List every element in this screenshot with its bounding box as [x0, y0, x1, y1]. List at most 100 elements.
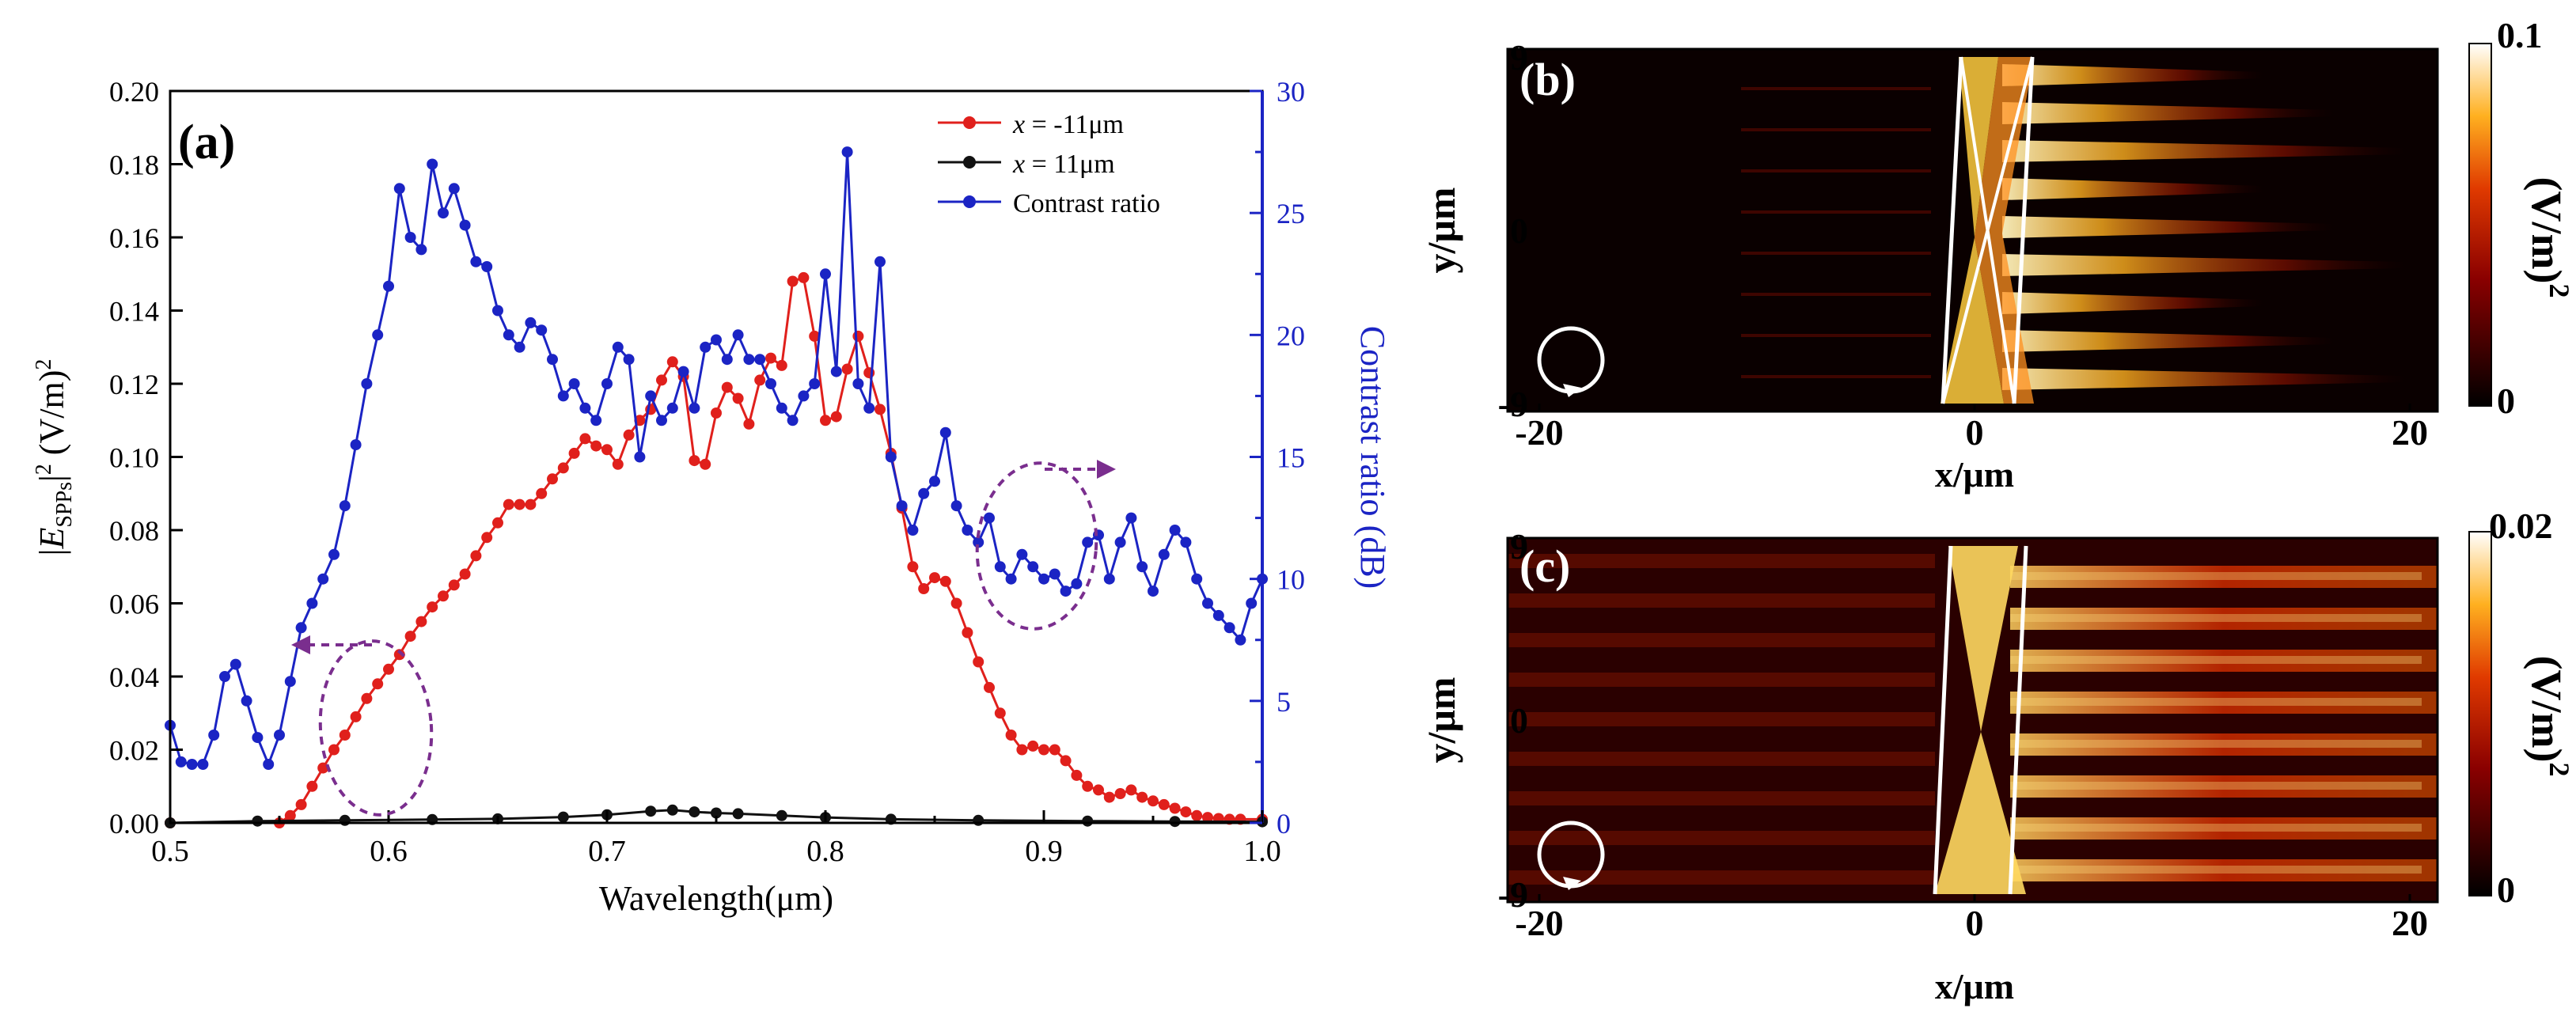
series-0-point — [284, 809, 296, 821]
series-0-point — [874, 404, 886, 415]
series-2-point — [438, 207, 449, 219]
colorbar-b-min: 0 — [2497, 381, 2515, 421]
series-0-point — [1060, 755, 1072, 767]
heatmap-y-tick-label: 0 — [1510, 210, 1528, 251]
panel-b-slit-diag2 — [1941, 56, 2034, 404]
panel-b-beam — [2002, 64, 2263, 86]
series-1-point — [645, 805, 657, 817]
series-0-point — [1169, 802, 1181, 814]
series-2-point — [1114, 536, 1126, 548]
y-axis-left-title: |ESPPs|2 (V/m)2 — [32, 359, 77, 556]
series-2-point — [623, 354, 635, 366]
series-2-point — [721, 354, 733, 366]
series-2-point — [470, 256, 482, 267]
x-tick-label: 0.7 — [588, 835, 626, 868]
series-0-point — [350, 711, 362, 722]
y-right-tick-label: 30 — [1277, 76, 1305, 108]
series-2-point — [186, 759, 198, 770]
series-0-point — [743, 418, 755, 430]
series-2-point — [590, 415, 602, 426]
panel-c-fringe — [1508, 831, 1935, 845]
series-0-point — [666, 356, 678, 368]
heatmap-x-tick-label: 20 — [2392, 903, 2428, 943]
series-0-point — [306, 780, 318, 792]
series-0-point — [711, 407, 722, 419]
series-2-point — [754, 354, 766, 366]
panel-b-right-wedge — [1975, 57, 2034, 404]
colorbar-c-min: 0 — [2497, 870, 2515, 910]
series-2-point — [841, 146, 853, 158]
series-2-point — [1071, 578, 1083, 589]
series-0-point — [973, 656, 984, 668]
svg-text:x = -11μm: x = -11μm — [1012, 110, 1124, 139]
series-0-point — [448, 579, 460, 591]
x-tick-label: 0.9 — [1025, 835, 1063, 868]
series-2-point — [404, 232, 416, 243]
series-2-point — [1005, 573, 1017, 585]
heatmap-x-tick-label: 20 — [2392, 412, 2428, 453]
panel-b-slit-left — [1941, 56, 1963, 404]
series-0-point — [590, 440, 602, 452]
legend-blue-label: Contrast ratio — [1013, 189, 1160, 218]
series-0-point — [830, 411, 842, 423]
series-0-point — [732, 392, 744, 404]
y-left-tick-label: 0.16 — [109, 222, 159, 254]
series-0-point — [950, 597, 962, 609]
series-2-point — [1082, 536, 1094, 548]
series-1-point — [1169, 816, 1181, 828]
panel-b-faint-streak — [1741, 169, 1931, 172]
series-2-point — [601, 378, 613, 389]
series-0-point — [1038, 744, 1049, 756]
panel-c-beam-core — [2010, 572, 2422, 580]
series-0-point — [295, 798, 307, 810]
series-1-point — [776, 809, 787, 821]
panel-c-fringe — [1508, 554, 1935, 568]
series-2-point — [863, 402, 875, 414]
series-2-point — [1158, 548, 1170, 560]
heatmap-x-tick-label: 0 — [1966, 412, 1984, 453]
panel-a-series — [165, 146, 1268, 828]
series-2-point — [372, 329, 384, 341]
series-0-point — [765, 352, 776, 364]
series-0-point — [1202, 812, 1213, 824]
series-2-point — [798, 390, 810, 402]
y-left-tick-label: 0.14 — [109, 296, 159, 328]
series-0-point — [1180, 806, 1192, 818]
x-tick-label: 1.0 — [1243, 835, 1281, 868]
series-line-2 — [169, 152, 1264, 768]
x-tick-label: 0.5 — [151, 835, 189, 868]
panel-b-faint-streak — [1741, 375, 1931, 378]
series-0-point — [481, 532, 493, 544]
series-0-point — [754, 374, 766, 386]
panel-b-faint-streak — [1741, 210, 1931, 214]
y-left-tick-label: 0.10 — [109, 442, 159, 474]
heatmap-y-tick-label: 0 — [1510, 700, 1528, 741]
series-2-point — [503, 329, 514, 341]
series-0-point — [393, 649, 405, 661]
panel-c-beam-core — [2010, 656, 2422, 664]
series-2-point — [776, 402, 787, 414]
series-0-point — [459, 568, 471, 580]
series-2-point — [448, 183, 460, 195]
y-left-tick-label: 0.12 — [109, 369, 159, 400]
panel-c-beam — [2010, 650, 2438, 672]
series-0-point — [503, 498, 514, 510]
series-2-point — [252, 732, 264, 744]
series-2-point — [197, 759, 209, 770]
legend-red-rest: = -11μm — [1025, 110, 1124, 139]
series-2-point — [689, 402, 700, 414]
series-2-point — [1212, 609, 1224, 621]
y-left-tick-label: 0.02 — [109, 735, 159, 767]
series-2-point — [306, 597, 318, 609]
series-0-point — [536, 487, 548, 499]
series-2-point — [962, 525, 973, 536]
series-0-point — [1103, 791, 1115, 803]
series-0-point — [656, 374, 667, 386]
series-2-point — [514, 341, 525, 353]
y-right-tick-label: 25 — [1277, 198, 1305, 229]
panel-b-beam — [2002, 102, 2335, 124]
y-right-tick-label: 5 — [1277, 686, 1291, 718]
heatmap-y-tick-label: -9 — [1498, 384, 1528, 424]
series-2-point — [994, 561, 1006, 573]
series-0-point — [918, 583, 930, 594]
